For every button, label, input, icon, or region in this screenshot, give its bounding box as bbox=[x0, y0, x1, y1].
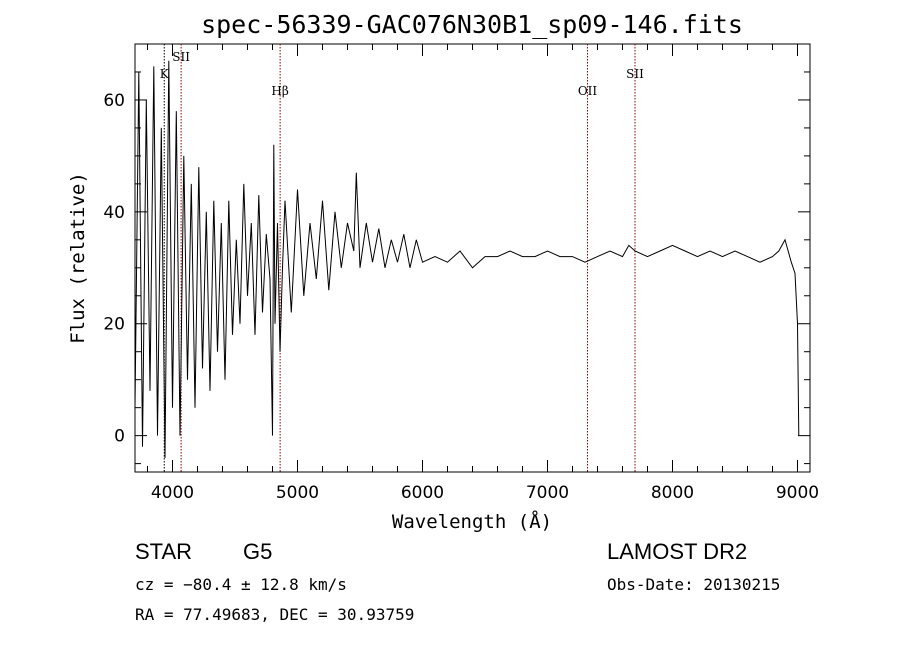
line-marker-label: SII bbox=[626, 67, 644, 81]
chart-title: spec-56339-GAC076N30B1_sp09-146.fits bbox=[201, 10, 743, 39]
x-axis-label: Wavelength (Å) bbox=[392, 510, 552, 533]
y-axis-label: Flux (relative) bbox=[67, 172, 89, 344]
y-tick-label: 0 bbox=[114, 427, 125, 447]
y-tick-label: 40 bbox=[103, 203, 125, 223]
info-panel-right: LAMOST DR2 Obs-Date: 20130215 bbox=[607, 539, 780, 594]
x-tick-label: 5000 bbox=[276, 483, 319, 503]
x-tick-label: 6000 bbox=[401, 483, 444, 503]
survey-name: LAMOST DR2 bbox=[607, 539, 747, 564]
spectrum-line bbox=[134, 60, 800, 459]
x-tick-label: 8000 bbox=[651, 483, 694, 503]
redshift-text: cz = −80.4 ± 12.8 km/s bbox=[135, 575, 347, 594]
y-tick-label: 20 bbox=[103, 315, 125, 335]
y-tick-label: 60 bbox=[103, 91, 125, 111]
info-panel-left: STAR G5 cz = −80.4 ± 12.8 km/s RA = 77.4… bbox=[135, 539, 414, 624]
obs-date-text: Obs-Date: 20130215 bbox=[607, 575, 780, 594]
object-class: STAR bbox=[135, 539, 192, 564]
line-marker-label: Hβ bbox=[271, 84, 288, 98]
x-tick-label: 9000 bbox=[776, 483, 819, 503]
line-marker-label: OII bbox=[578, 84, 598, 98]
line-marker-label: K bbox=[160, 67, 170, 81]
line-marker-label: SII bbox=[172, 50, 190, 64]
x-axis-ticks: 4000 5000 6000 7000 8000 9000 bbox=[147, 44, 819, 503]
x-tick-label: 4000 bbox=[151, 483, 194, 503]
object-subclass: G5 bbox=[243, 539, 272, 564]
plot-frame bbox=[134, 43, 811, 473]
coordinates-text: RA = 77.49683, DEC = 30.93759 bbox=[135, 605, 414, 624]
x-tick-label: 7000 bbox=[526, 483, 569, 503]
